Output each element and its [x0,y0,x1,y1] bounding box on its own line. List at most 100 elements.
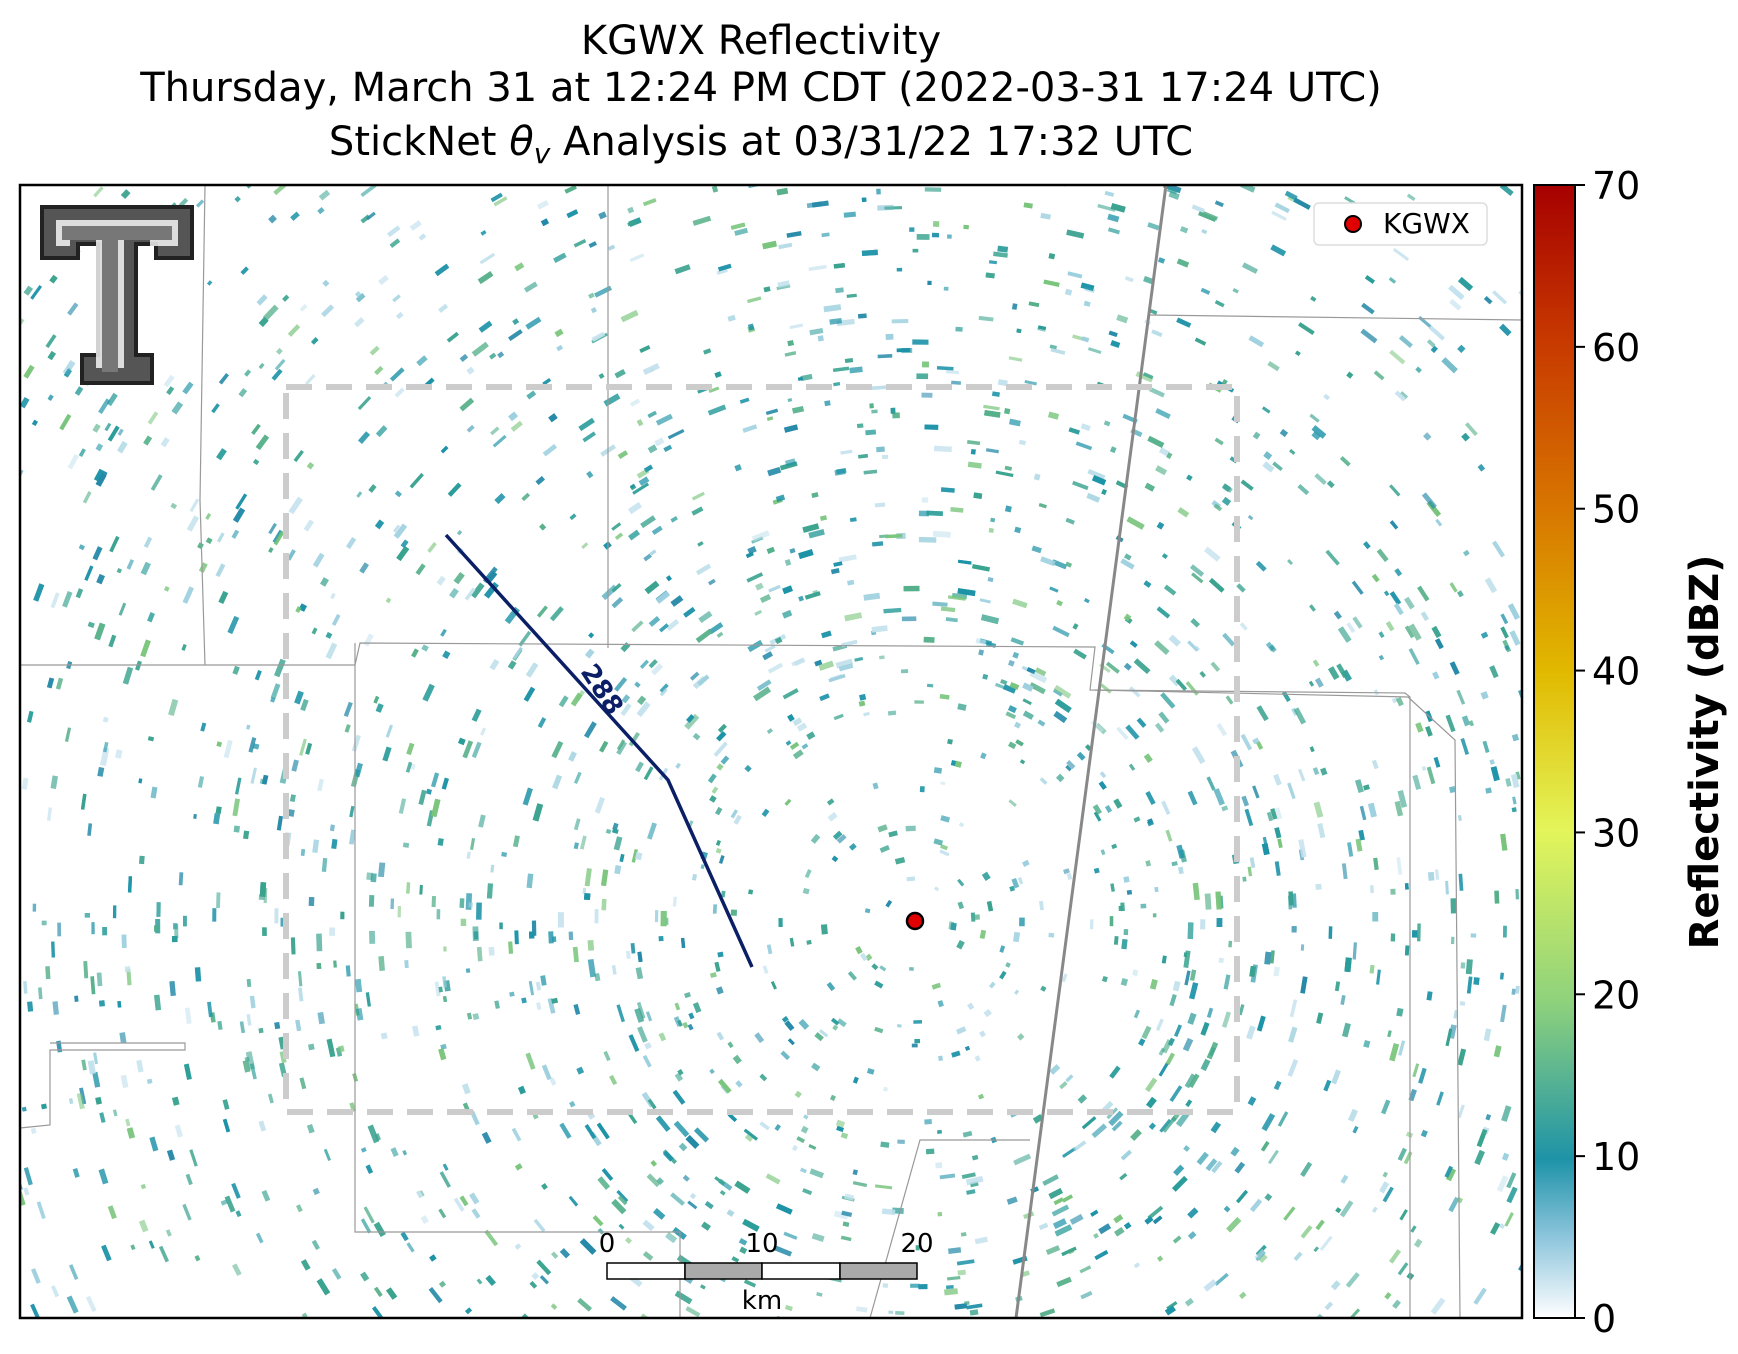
radar-echo [814,659,823,667]
radar-echo [548,413,558,423]
radar-echo [256,294,268,306]
radar-echo [442,976,447,988]
radar-echo [483,581,499,599]
radar-echo [488,946,495,956]
radar-echo [442,995,448,1003]
radar-echo [680,937,686,949]
radar-echo [719,1190,726,1196]
radar-echo [638,476,650,486]
radar-echo [997,379,1008,387]
radar-echo [1123,1222,1132,1230]
radar-echo [914,1038,921,1044]
radar-echo [1360,328,1378,344]
radar-echo [978,1093,984,1100]
radar-echo [905,825,916,832]
radar-echo [1415,366,1422,374]
radar-echo [751,530,770,542]
radar-echo [573,1004,581,1015]
radar-echo [957,1269,966,1276]
radar-echo [913,1020,923,1024]
radar-echo [80,793,87,810]
radar-echo [711,185,719,193]
radar-echo [1458,873,1464,891]
radar-echo [258,1027,264,1034]
radar-echo [189,1149,198,1167]
radar-echo [592,1215,604,1227]
radar-echo [1012,651,1020,659]
radar-echo [1252,431,1261,440]
radar-echo [781,609,793,619]
radar-echo [697,541,704,547]
radar-echo [1116,314,1129,324]
radar-echo [1525,1255,1534,1265]
radar-echo [809,328,824,336]
radar-echo [411,648,419,658]
radar-echo [818,172,836,179]
radar-echo [1012,931,1021,943]
radar-echo [294,690,304,705]
radar-echo [819,515,828,521]
radar-echo [258,316,269,327]
radar-echo [882,1283,888,1288]
radar-echo [501,851,508,857]
radar-echo [1169,994,1177,1007]
radar-echo [816,1292,823,1297]
radar-echo [755,582,764,591]
radar-echo [1330,1280,1341,1291]
radar-echo [896,1023,902,1028]
radar-echo [211,403,220,414]
radar-echo [410,1326,417,1334]
radar-echo [1204,893,1212,910]
radar-echo [1024,379,1037,386]
radar-echo [1111,1120,1123,1132]
radar-echo [21,777,29,790]
radar-echo [552,936,557,942]
radar-echo [212,908,217,922]
radar-echo [171,935,178,943]
radar-echo [422,683,435,702]
radar-echo [914,700,924,704]
radar-echo [1315,1219,1325,1231]
radar-echo [583,893,591,901]
radar-echo [946,1275,961,1281]
radar-echo [1504,645,1510,651]
radar-echo [289,794,296,802]
radar-echo [396,311,404,320]
radar-echo [1038,503,1047,509]
radar-echo [1007,659,1015,667]
radar-echo [1398,1040,1406,1056]
radar-echo [1123,662,1132,671]
radar-echo [23,980,28,994]
radar-echo [274,358,286,371]
radar-echo [1184,970,1191,986]
radar-echo [95,443,104,452]
radar-echo [1277,838,1283,848]
radar-echo [1258,1253,1268,1264]
radar-echo [99,747,110,767]
radar-echo [1501,1152,1510,1161]
radar-echo [1490,1222,1501,1235]
radar-echo [1133,1009,1141,1019]
radar-echo [1445,1167,1457,1182]
radar-echo [468,902,473,908]
radar-echo [1028,301,1040,308]
radar-echo [1378,631,1385,639]
radar-echo [56,1040,63,1053]
radar-echo [198,562,208,573]
radar-echo [1178,866,1184,875]
radar-echo [216,741,223,747]
radar-echo [1206,1041,1219,1060]
radar-echo [512,646,523,660]
radar-echo [852,1076,859,1084]
radar-echo [871,409,878,414]
radar-echo [1221,483,1233,493]
radar-echo [234,195,241,203]
radar-echo [999,945,1006,953]
radar-echo [828,673,846,683]
radar-echo [1480,631,1489,639]
radar-echo [523,686,536,702]
radar-echo [969,1309,979,1316]
radar-echo [803,1114,809,1120]
radar-echo [182,381,194,395]
radar-echo [138,778,143,784]
